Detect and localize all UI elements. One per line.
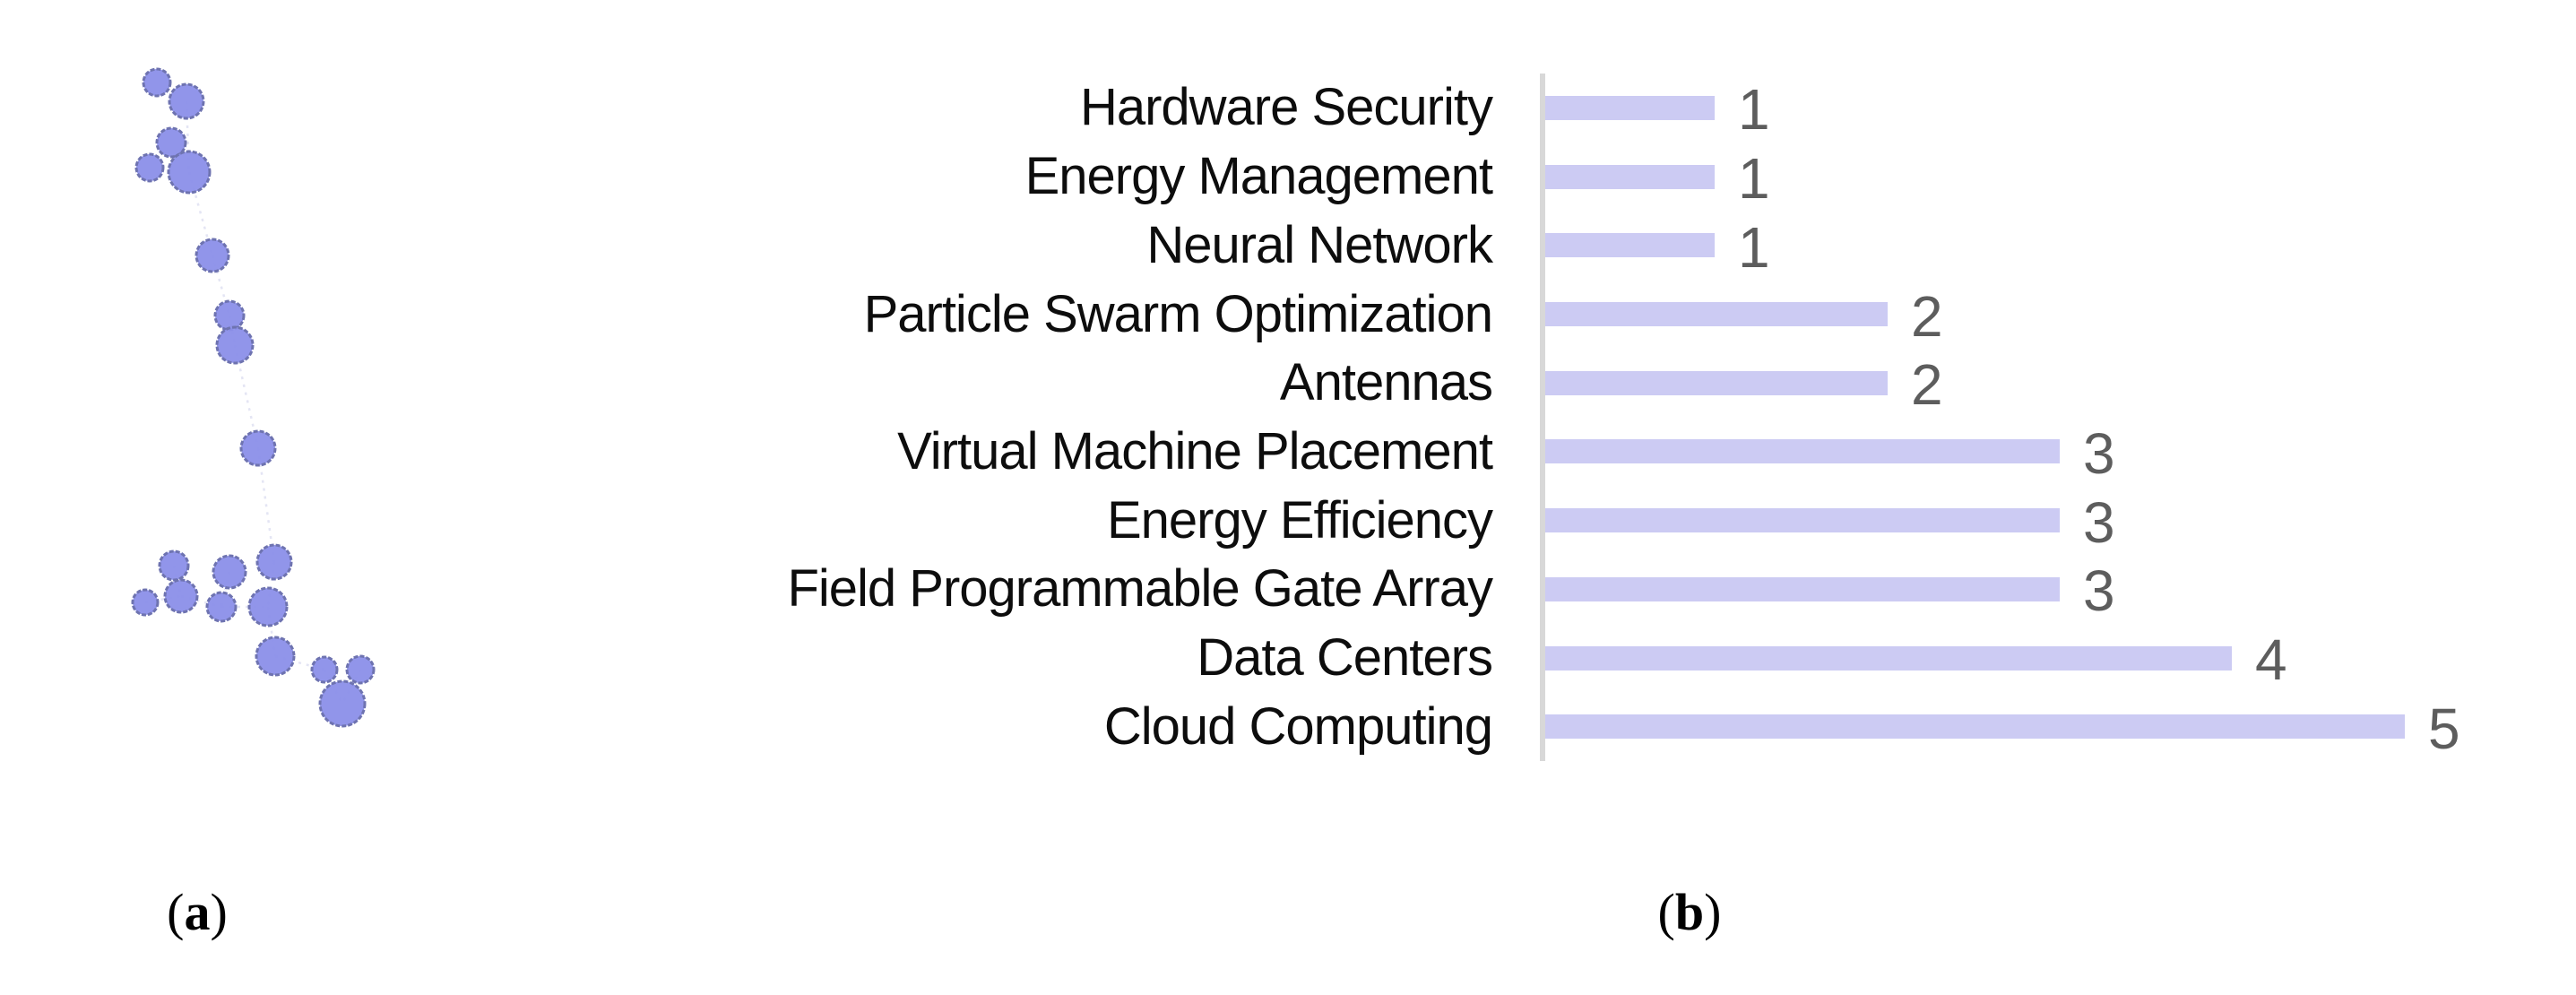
network-edge	[144, 594, 182, 604]
value-label: 3	[2083, 420, 2115, 486]
bar	[1545, 508, 2060, 533]
network-node	[155, 126, 187, 159]
network-node	[239, 429, 277, 467]
network-node	[255, 543, 293, 581]
value-label: 5	[2428, 696, 2460, 761]
network-node	[318, 679, 367, 728]
value-label: 1	[1738, 214, 1770, 280]
network-node	[247, 586, 289, 627]
bar	[1545, 164, 1715, 189]
bar	[1545, 576, 2060, 601]
network-edge	[220, 571, 231, 608]
category-label: Antennas	[1279, 353, 1493, 412]
bar	[1545, 95, 1715, 120]
caption-a-open-paren: (	[167, 883, 185, 941]
value-label: 2	[1911, 352, 1943, 418]
network-edge	[256, 447, 276, 563]
bar	[1545, 302, 1888, 326]
value-label: 3	[2083, 558, 2115, 624]
value-label: 2	[1911, 283, 1943, 349]
category-label: Data Centers	[1197, 628, 1493, 687]
bar	[1545, 645, 2232, 671]
value-label: 4	[2255, 627, 2287, 692]
value-label: 1	[1738, 77, 1770, 143]
category-label: Cloud Computing	[1103, 696, 1493, 756]
caption-a-letter: a	[184, 883, 211, 941]
bar	[1545, 439, 2060, 464]
network-node	[163, 578, 199, 614]
value-label: 3	[2083, 489, 2115, 555]
network-node	[215, 325, 255, 365]
caption-b-open-paren: (	[1657, 883, 1675, 941]
caption-a-close-paren: )	[210, 883, 228, 941]
caption-b-close-paren: )	[1704, 883, 1722, 941]
category-label: Virtual Machine Placement	[897, 421, 1493, 480]
network-node	[310, 655, 339, 684]
caption-a: (a)	[108, 882, 287, 942]
network-node	[194, 238, 230, 273]
caption-b-letter: b	[1674, 883, 1705, 941]
y-axis-line	[1540, 74, 1545, 761]
category-label: Hardware Security	[1079, 78, 1493, 137]
network-node	[205, 591, 238, 623]
caption-b: (b)	[1600, 882, 1779, 942]
network-node	[167, 150, 212, 195]
network-node	[255, 636, 296, 677]
category-label: Field Programmable Gate Array	[787, 559, 1493, 619]
network-node	[131, 588, 160, 617]
bar	[1545, 233, 1715, 258]
category-label: Energy Efficiency	[1106, 490, 1493, 549]
network-node	[142, 67, 172, 98]
category-label: Particle Swarm Optimization	[863, 284, 1493, 343]
panel-a-network	[131, 67, 376, 728]
network-node	[345, 654, 376, 685]
network-node	[158, 549, 190, 582]
bar	[1545, 714, 2405, 740]
value-label: 1	[1738, 146, 1770, 212]
network-node	[134, 152, 165, 183]
category-label: Energy Management	[1024, 147, 1493, 206]
network-node	[212, 554, 247, 590]
network-node	[168, 82, 205, 120]
bar	[1545, 370, 1888, 395]
category-label: Neural Network	[1146, 215, 1493, 274]
